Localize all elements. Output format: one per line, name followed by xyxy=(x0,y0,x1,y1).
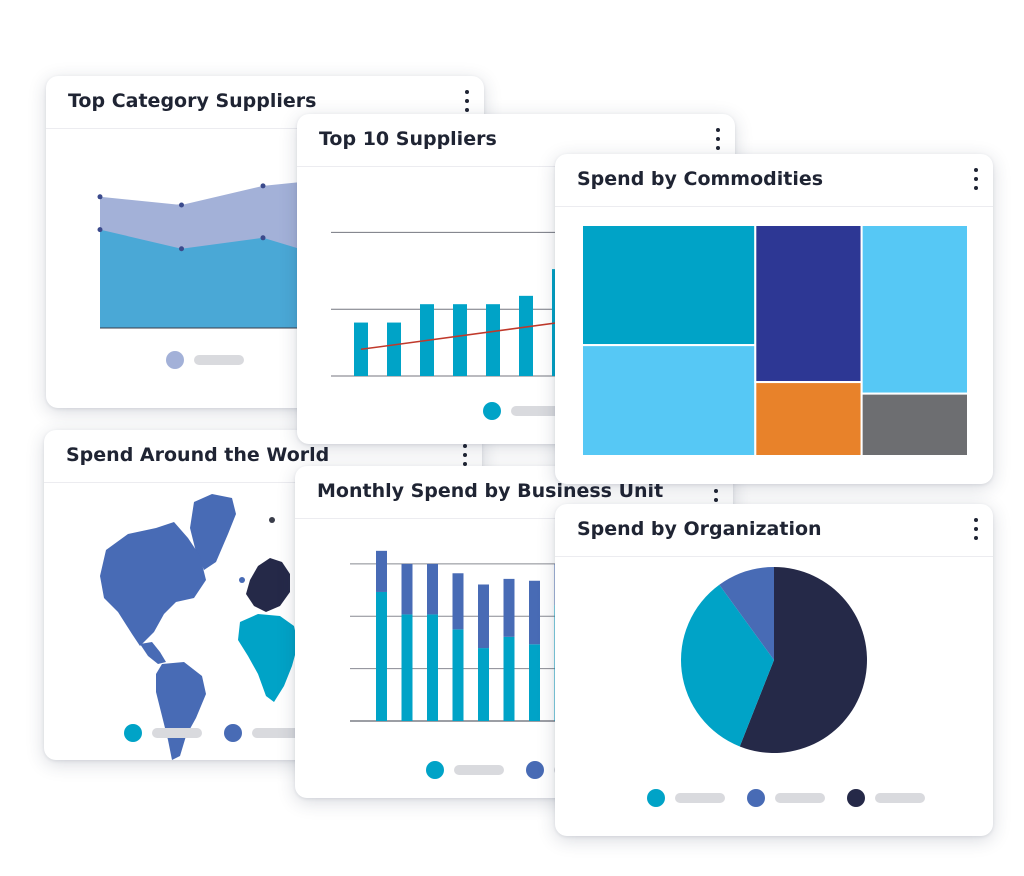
region-greenland xyxy=(190,494,236,570)
kebab-menu-icon[interactable] xyxy=(460,444,470,466)
world-map xyxy=(100,494,298,760)
bar-segment xyxy=(478,584,489,649)
card-header: Spend by Commodities xyxy=(555,154,993,207)
bar-segment xyxy=(401,614,413,721)
region-svalbard xyxy=(269,517,275,523)
data-point xyxy=(97,227,103,233)
legend-label-placeholder xyxy=(511,406,561,416)
legend-swatch xyxy=(847,789,865,807)
legend-label-placeholder xyxy=(875,793,925,803)
legend-swatch xyxy=(526,761,544,779)
data-point xyxy=(260,183,266,189)
legend-label-placeholder xyxy=(675,793,725,803)
pie-slice xyxy=(719,567,774,660)
card-title: Top Category Suppliers xyxy=(68,90,317,112)
kebab-menu-icon[interactable] xyxy=(971,518,981,540)
kebab-menu-icon[interactable] xyxy=(713,128,723,150)
bar-segment xyxy=(401,563,413,615)
data-point xyxy=(179,246,184,252)
region-central-america xyxy=(140,642,166,664)
card-title: Spend by Commodities xyxy=(577,168,824,190)
legend-swatch xyxy=(124,724,142,742)
treemap-cell xyxy=(581,224,757,347)
region-europe xyxy=(246,558,290,612)
legend-swatch xyxy=(647,789,665,807)
bar-segment xyxy=(427,614,438,721)
bar-segment xyxy=(427,563,438,615)
bar xyxy=(519,295,533,376)
pie-chart xyxy=(681,567,867,753)
legend-label-placeholder xyxy=(454,765,504,775)
treemap-cell xyxy=(581,344,757,457)
bar xyxy=(486,304,500,376)
bar-segment xyxy=(452,629,464,721)
bar xyxy=(453,304,467,376)
bar-segment xyxy=(376,591,387,721)
data-point xyxy=(179,202,184,208)
legend-label-placeholder xyxy=(194,355,244,365)
legend-swatch xyxy=(747,789,765,807)
bar-segment xyxy=(503,636,515,721)
kebab-menu-icon[interactable] xyxy=(462,90,472,112)
treemap-cell xyxy=(860,224,970,395)
card-header: Top Category Suppliers xyxy=(46,76,484,129)
legend-label-placeholder xyxy=(152,728,202,738)
treemap-cell xyxy=(860,392,970,458)
card-title: Monthly Spend by Business Unit xyxy=(317,480,664,502)
card-header: Spend by Organization xyxy=(555,504,993,557)
region-south-america xyxy=(156,662,206,760)
legend-swatch xyxy=(483,402,501,420)
data-point xyxy=(260,235,266,241)
region-africa xyxy=(238,614,298,702)
card-header: Top 10 Suppliers xyxy=(297,114,735,167)
pie-slice xyxy=(739,567,867,753)
legend-swatch xyxy=(166,351,184,369)
card-spend-by-organization: Spend by Organization xyxy=(555,504,993,836)
card-title: Spend Around the World xyxy=(66,444,330,466)
legend-swatch xyxy=(224,724,242,742)
treemap-cell xyxy=(754,224,863,384)
region-north-america xyxy=(100,522,206,646)
card-title: Top 10 Suppliers xyxy=(319,128,497,150)
bar xyxy=(387,322,401,376)
bar-segment xyxy=(452,573,464,630)
card-spend-by-commodities: Spend by Commodities xyxy=(555,154,993,484)
bar-segment xyxy=(478,648,489,721)
legend-label-placeholder xyxy=(252,728,302,738)
bar-segment xyxy=(503,578,515,637)
bar-segment xyxy=(376,550,387,592)
bar-segment xyxy=(529,644,540,721)
card-title: Spend by Organization xyxy=(577,518,822,540)
region-iceland xyxy=(239,577,245,583)
treemap-chart xyxy=(581,224,970,458)
card-header: Spend Around the World xyxy=(44,430,482,483)
kebab-menu-icon[interactable] xyxy=(971,168,981,190)
pie-slice xyxy=(681,584,774,747)
legend-swatch xyxy=(426,761,444,779)
treemap-cell xyxy=(754,381,863,457)
legend-label-placeholder xyxy=(775,793,825,803)
data-point xyxy=(97,194,103,200)
bar-segment xyxy=(529,580,540,645)
